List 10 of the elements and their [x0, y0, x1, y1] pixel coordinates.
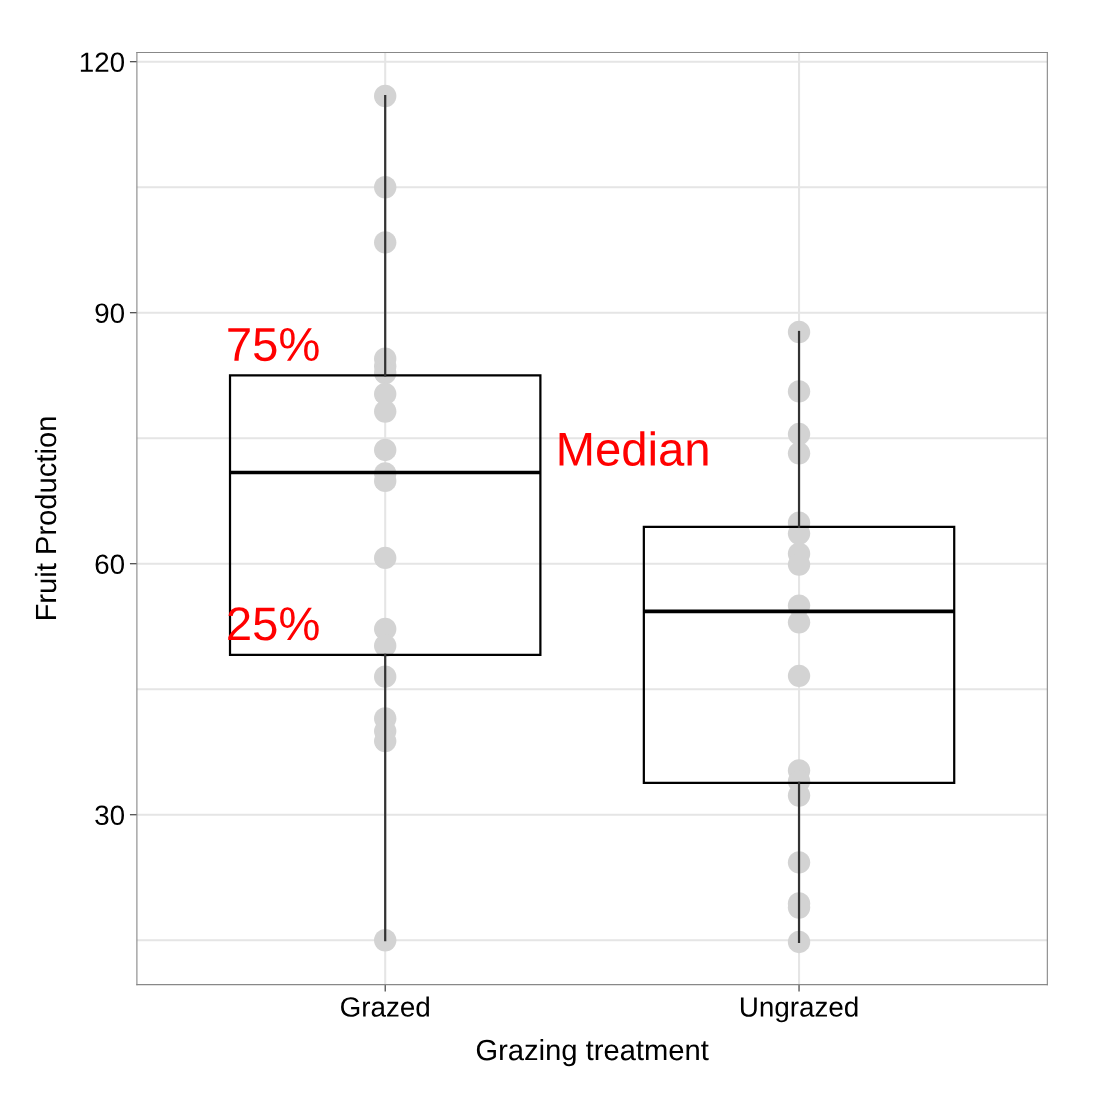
- x-tick-label: Grazed: [341, 996, 429, 1017]
- x-tick-label: Ungrazed: [740, 996, 858, 1023]
- y-tick-label: 90: [95, 303, 125, 324]
- y-tick-label: 30: [95, 805, 125, 826]
- annotation: Median: [559, 431, 708, 466]
- y-tick-label: 60: [95, 554, 125, 575]
- y-tick-label: 120: [80, 52, 125, 73]
- annotation: 75%: [228, 327, 319, 362]
- y-axis-title: Fruit Production: [34, 417, 57, 620]
- x-axis-title: Grazing treatment: [476, 1038, 709, 1067]
